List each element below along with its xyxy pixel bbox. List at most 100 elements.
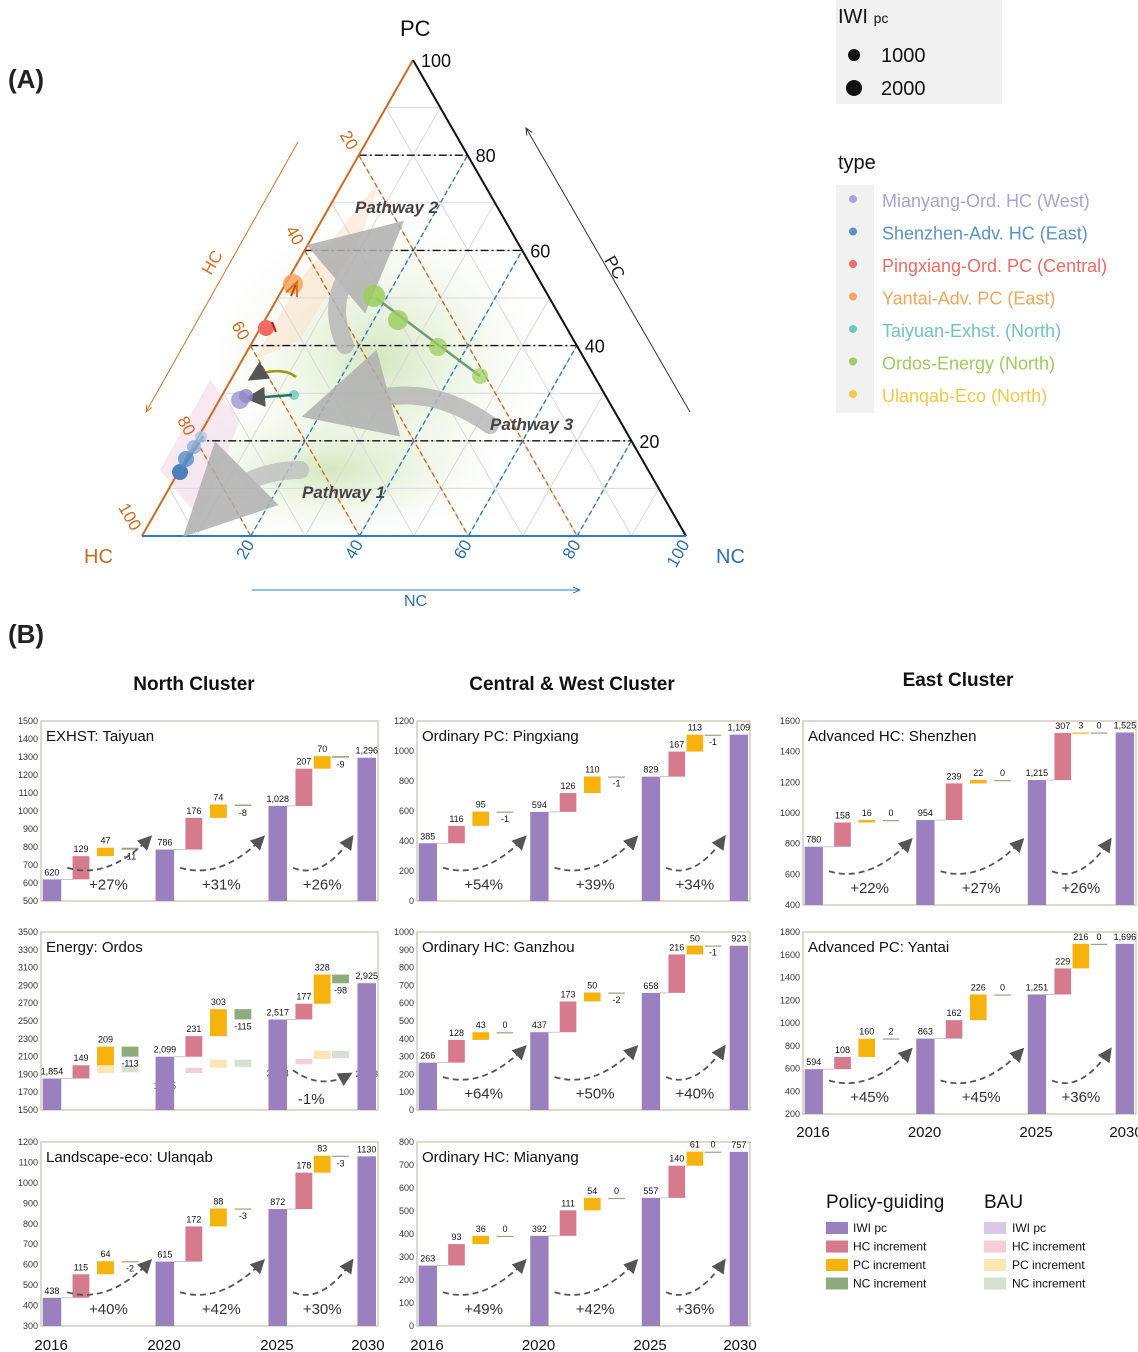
iwi-value-label: 615 [157, 1250, 172, 1260]
growth-arrow [940, 837, 1025, 875]
increment-value-label: 88 [213, 1196, 223, 1206]
bau-increment-bar [234, 1059, 252, 1067]
growth-label: +31% [202, 876, 241, 893]
iwi-value-label: 1,854 [41, 1066, 64, 1076]
ordos-point-2016 [472, 368, 488, 384]
legend-items: IWI pc IWI pc HC increment HC increment PC i… [826, 1221, 1086, 1291]
y-tick-label: 400 [785, 900, 800, 910]
increment-bar [583, 776, 601, 793]
y-tick-label: 600 [785, 1064, 800, 1074]
y-tick-label: 1500 [18, 1105, 38, 1115]
growth-arrow [442, 835, 527, 872]
x-axis-labels: 2016 2020 2025 2030 2016 2020 2025 2030 2016 2020… [34, 1124, 1138, 1352]
increment-value-label: 209 [98, 1035, 113, 1045]
increment-value-label: 0 [1000, 768, 1005, 778]
increment-value-label: 307 [1055, 721, 1070, 731]
iwi-bar [641, 776, 661, 901]
growth-label: +30% [303, 1301, 342, 1318]
iwi-bar [729, 945, 748, 1110]
y-tick-label: 1200 [18, 770, 38, 780]
legend-label-bau: IWI pc [1012, 1221, 1046, 1235]
increment-value-label: 216 [1073, 932, 1088, 942]
grid-line [522, 392, 605, 537]
ordos-point-2030 [363, 285, 385, 307]
ternary-panel: (A) PC HC NC HC PC NC 202020404040606060… [8, 0, 1107, 610]
increment-value-label: 61 [690, 1140, 700, 1150]
bau-increment-bar [209, 1059, 227, 1068]
growth-label: +36% [1061, 1089, 1100, 1106]
iwi-bar [418, 1265, 437, 1326]
type-legend-label: Taiyuan-Exhst. (North) [882, 321, 1061, 341]
iwi-bar [804, 1069, 823, 1114]
legend-label-policy: IWI pc [853, 1221, 887, 1235]
increment-value-label: 108 [835, 1045, 850, 1055]
bau-increment-bar [121, 1065, 139, 1073]
increment-value-label: 229 [1055, 956, 1070, 966]
legend-swatch-policy [826, 1277, 848, 1290]
nc-guide-line [576, 440, 633, 537]
nc-tick-label: 40 [341, 537, 367, 563]
increment-value-label: 0 [614, 1186, 619, 1196]
increment-bar [234, 804, 252, 806]
legend-swatch-bau [984, 1277, 1006, 1290]
growth-arrow [179, 835, 266, 872]
increment-bar [1072, 943, 1090, 969]
x-tick-label: 2025 [1019, 1124, 1052, 1141]
y-tick-label: 1000 [394, 927, 414, 937]
type-legend-title: type [838, 152, 876, 174]
type-legend-label: Ordos-Energy (North) [882, 354, 1055, 374]
increment-value-label: 110 [585, 765, 599, 775]
increment-value-label: 70 [317, 744, 327, 754]
nc-tick-label: 60 [450, 537, 476, 563]
increment-bar [834, 1056, 851, 1070]
x-tick-label: 2016 [410, 1337, 443, 1352]
y-tick-label: 800 [23, 1219, 38, 1229]
waterfall-chart: 01002003004005006007008009001000Ordinary… [394, 927, 751, 1115]
pathway-arrows [183, 220, 499, 537]
increment-value-label: 64 [100, 1249, 110, 1259]
iwi-value-label: 437 [532, 1020, 547, 1030]
y-tick-label: 400 [785, 1086, 800, 1096]
x-tick-label: 2025 [633, 1337, 666, 1352]
increment-bar [185, 817, 203, 850]
increment-bar [97, 847, 114, 857]
increment-bar [668, 751, 686, 777]
y-tick-label: 300 [399, 1252, 414, 1262]
y-tick-label: 600 [23, 1260, 38, 1270]
type-legend-label: Yantai-Adv. PC (East) [882, 289, 1055, 309]
waterfall-chart: 300 400 500 600 700 800 900 1000 1100 1200 Landsca… [18, 1137, 379, 1331]
waterfall-chart: 20040060080010001200140016001800Advanced… [780, 927, 1137, 1119]
increment-value-label: 303 [211, 997, 226, 1007]
growth-arrow [554, 835, 639, 872]
shenzhen-point-2020 [178, 451, 194, 467]
ordos-trajectory [375, 297, 481, 377]
y-tick-label: 500 [23, 896, 38, 906]
increment-value-label: 328 [315, 963, 330, 973]
increment-bar [72, 1274, 90, 1298]
increment-bar [608, 1197, 625, 1200]
y-tick-label: 1100 [19, 1157, 38, 1167]
increment-bar [686, 734, 704, 752]
y-tick-label: 600 [399, 998, 414, 1008]
increment-value-label: 176 [186, 806, 201, 816]
increment-value-label: 158 [835, 811, 850, 821]
growth-arrow [442, 1258, 527, 1296]
iwi-bar [916, 1038, 935, 1114]
y-tick-label: 1400 [780, 973, 800, 983]
iwi-value-label: 2,099 [154, 1045, 177, 1055]
growth-label: +49% [464, 1301, 503, 1318]
y-tick-label: 500 [23, 1280, 38, 1290]
iwi-bar [641, 1197, 661, 1326]
taiyuan-trajectory [245, 386, 293, 407]
type-legend-label: Mianyang-Ord. HC (West) [882, 191, 1090, 211]
chart-title: Ordinary HC: Mianyang [422, 1149, 579, 1166]
waterfall-chart: 0 200 400 600 800 1000 1200 Ordinary PC: Pingxi… [394, 716, 751, 906]
increment-bar [448, 1244, 465, 1266]
waterfall-chart: 1500 1700 1900 2100 2300 2500 2700 2900 3100 3300… [18, 927, 379, 1115]
increment-bar [704, 1151, 722, 1153]
nc-tick-label: 80 [559, 537, 585, 563]
increment-value-label: -1 [613, 779, 621, 789]
bau-increment-bar [313, 1050, 331, 1059]
iwi-bar [729, 1151, 748, 1326]
bau-increment-bar [295, 1058, 313, 1065]
